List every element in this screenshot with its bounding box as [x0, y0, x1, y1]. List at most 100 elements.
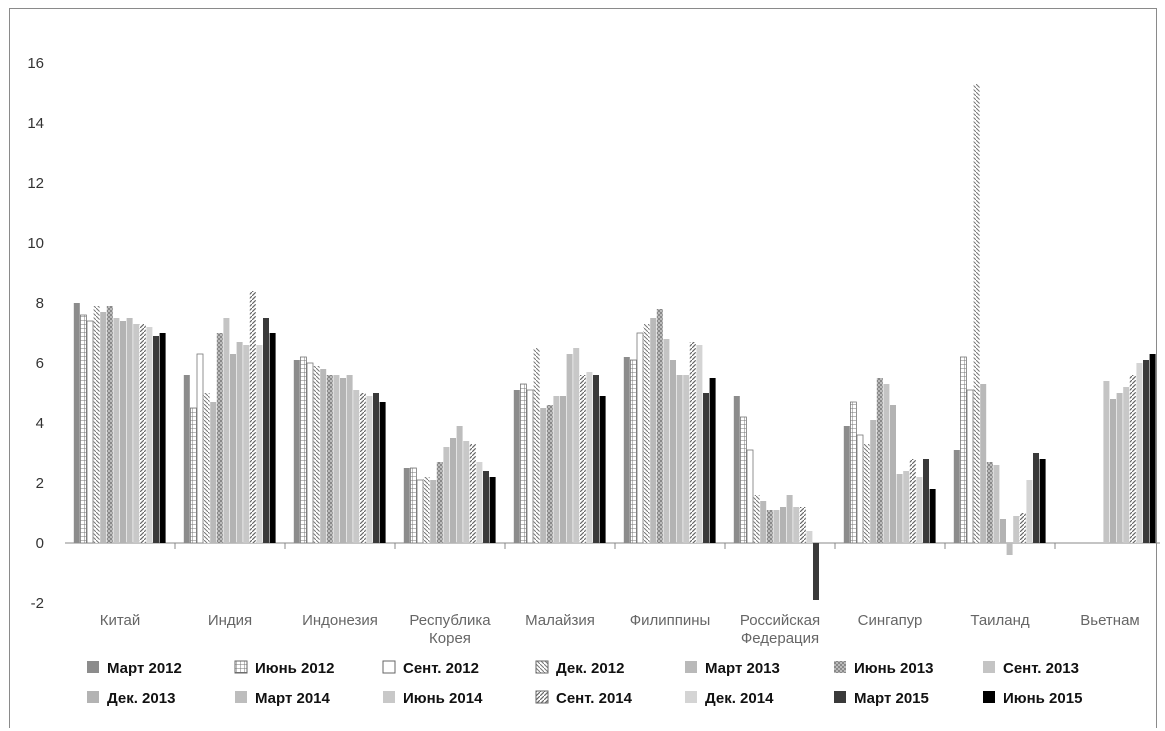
bar: [656, 309, 663, 543]
bar: [960, 356, 967, 544]
bar: [546, 405, 553, 543]
legend-label: Сент. 2012: [403, 660, 479, 677]
bar: [86, 320, 94, 544]
legend-label: Дек. 2014: [705, 690, 774, 707]
bar: [1103, 381, 1110, 543]
x-category-label: Малайзия: [525, 612, 595, 629]
bar: [683, 375, 690, 543]
bar: [403, 468, 410, 543]
bar: [740, 416, 747, 544]
legend-label: Сент. 2013: [1003, 660, 1079, 677]
bar: [333, 375, 340, 543]
y-tick-label: 16: [27, 55, 44, 72]
bar: [306, 362, 314, 544]
legend-swatch: [983, 661, 995, 673]
bar: [359, 393, 366, 543]
bar: [73, 303, 80, 543]
legend-label: Сент. 2014: [556, 690, 633, 707]
legend-swatch: [834, 661, 846, 673]
bars: [73, 84, 1156, 600]
bar: [366, 396, 373, 543]
legend-swatch: [685, 691, 697, 703]
bar: [409, 467, 417, 544]
bar: [806, 531, 813, 543]
bar: [1110, 399, 1116, 543]
x-category-label: Российская Федерация: [740, 612, 820, 647]
bar: [1039, 459, 1046, 543]
bar: [896, 474, 903, 543]
y-tick-label: 2: [36, 475, 44, 492]
bar: [456, 426, 463, 543]
y-tick-label: 12: [27, 175, 44, 192]
legend: Март 2012 Июнь 2012 Сент. 2012 Дек. 2012 Мар…: [87, 660, 1082, 707]
bar: [346, 375, 353, 543]
y-tick-label: 4: [36, 415, 44, 432]
bar: [1006, 543, 1013, 555]
x-category-label: Вьетнам: [1080, 612, 1139, 629]
legend-label: Март 2015: [854, 690, 929, 707]
bar: [793, 507, 800, 543]
bar: [863, 444, 870, 543]
bar: [463, 441, 470, 543]
bar: [689, 342, 696, 543]
bar: [753, 495, 760, 543]
bar: [146, 327, 153, 543]
legend-label: Июнь 2012: [255, 660, 334, 677]
bar: [760, 501, 767, 543]
bar: [230, 354, 236, 543]
bar: [249, 291, 256, 543]
bar: [579, 375, 586, 543]
legend-label: Дек. 2012: [556, 660, 624, 677]
bar: [106, 306, 113, 543]
bar: [916, 477, 923, 543]
bar: [93, 306, 100, 543]
bar: [436, 462, 443, 543]
bar: [566, 354, 573, 543]
legend-label: Дек. 2013: [107, 690, 175, 707]
bar: [643, 324, 650, 543]
bar: [489, 477, 496, 543]
bar: [973, 84, 980, 543]
bar: [909, 459, 916, 543]
bar: [450, 438, 456, 543]
x-category-label: Сингапур: [858, 612, 923, 629]
bar: [923, 459, 929, 543]
bar: [1136, 363, 1143, 543]
legend-label: Март 2013: [705, 660, 780, 677]
bar: [236, 342, 243, 543]
bar: [476, 462, 483, 543]
bar: [890, 405, 896, 543]
bar: [703, 393, 709, 543]
bar: [159, 333, 166, 543]
bar: [696, 345, 703, 543]
bar: [1116, 393, 1123, 543]
legend-label: Март 2012: [107, 660, 182, 677]
bar: [520, 383, 527, 544]
bar: [299, 356, 307, 544]
bar: [269, 333, 276, 543]
legend-swatch: [87, 691, 99, 703]
bar: [850, 401, 857, 544]
bar: [929, 489, 936, 543]
bar: [560, 396, 566, 543]
legend-swatch: [235, 691, 247, 703]
bar: [153, 336, 159, 543]
chart-frame: [9, 8, 1157, 728]
bar: [573, 348, 580, 543]
x-category-label: Филиппины: [630, 612, 711, 629]
x-category-label: Республика Корея: [409, 612, 491, 647]
bar: [540, 408, 547, 543]
y-tick-label: -2: [31, 595, 44, 612]
bar: [813, 543, 819, 600]
legend-swatch: [383, 691, 395, 703]
bar: [670, 360, 676, 543]
bar: [623, 357, 630, 543]
bar: [139, 324, 146, 543]
legend-label: Июнь 2013: [854, 660, 933, 677]
bar: [636, 332, 644, 544]
bar: [423, 477, 430, 543]
bar: [876, 378, 883, 543]
x-category-label: Таиланд: [970, 612, 1030, 629]
y-tick-label: 10: [27, 235, 44, 252]
